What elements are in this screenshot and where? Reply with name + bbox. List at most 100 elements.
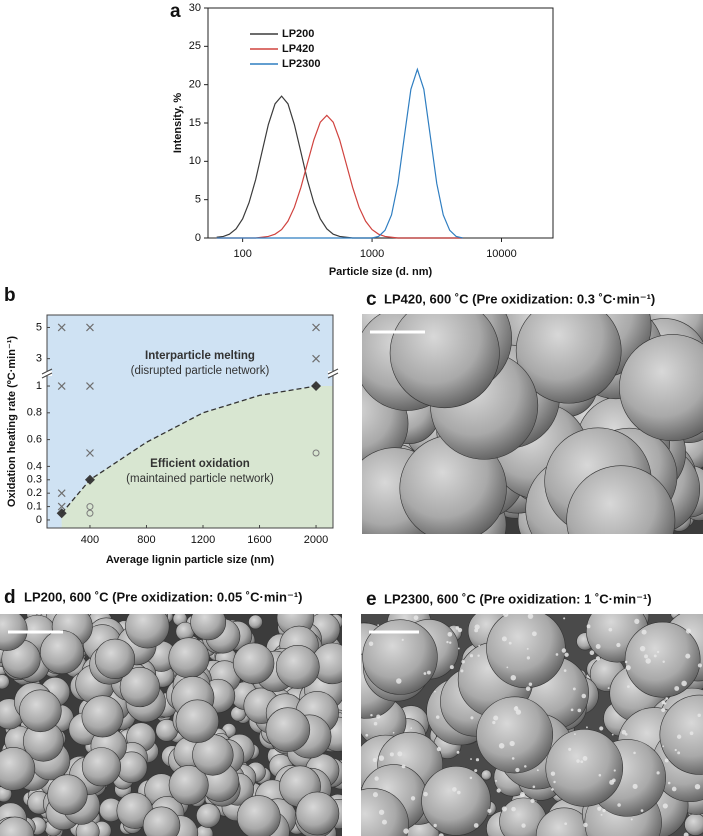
sem-particle	[81, 695, 124, 738]
sem-particle	[545, 729, 624, 807]
sem-debris	[525, 686, 531, 692]
sem-debris	[685, 628, 692, 634]
sem-debris	[685, 653, 691, 659]
x-marker	[86, 323, 94, 332]
sem-debris	[434, 690, 436, 693]
x-marker	[57, 323, 66, 332]
sem-debris	[438, 833, 444, 836]
sem-debris	[511, 806, 516, 812]
sem-debris	[607, 687, 610, 690]
sem-debris	[597, 806, 602, 811]
sem-image	[362, 314, 703, 534]
region-label: (maintained particle network)	[126, 473, 274, 485]
sem-debris	[667, 781, 671, 785]
sem-particle	[515, 314, 622, 404]
sem-debris	[611, 733, 614, 736]
sem-debris	[595, 656, 601, 661]
sem-debris	[477, 654, 480, 657]
sem-debris	[436, 747, 441, 752]
sem-debris	[531, 631, 537, 637]
sem-debris	[410, 796, 416, 801]
sem-debris	[501, 636, 507, 642]
series-line	[216, 114, 463, 239]
x-tick-label: 2000	[304, 534, 328, 546]
sem-debris	[624, 732, 628, 736]
sem-debris	[674, 748, 677, 752]
sem-debris	[563, 669, 567, 672]
sem-debris	[473, 823, 479, 828]
plot-frame	[207, 7, 554, 239]
sem-debris	[564, 652, 569, 657]
sem-particle	[275, 645, 320, 689]
sem-debris	[449, 641, 452, 644]
panel-label: c	[366, 289, 377, 310]
series-line	[216, 95, 463, 239]
sem-debris	[630, 818, 633, 821]
sem-debris	[528, 682, 533, 686]
sem-debris	[510, 675, 517, 681]
sem-debris	[598, 773, 602, 777]
sem-debris	[662, 745, 665, 748]
sem-debris	[495, 779, 498, 782]
y-tick-label: 30	[189, 2, 201, 14]
sem-debris	[378, 755, 385, 761]
y-tick-label: 0.2	[27, 487, 42, 499]
sem-debris	[526, 647, 529, 650]
sem-debris	[397, 751, 403, 757]
sem-particle	[361, 788, 409, 836]
sem-particle	[94, 638, 136, 680]
y-tick-label: 5	[36, 321, 42, 333]
axis-break	[41, 368, 53, 375]
y-tick-label: 0.4	[27, 460, 42, 472]
circle-marker	[312, 449, 320, 457]
sem-debris	[456, 750, 460, 754]
sem-debris	[580, 760, 584, 764]
sem-debris	[681, 680, 687, 687]
sem-debris	[530, 798, 535, 804]
sem-debris	[586, 624, 591, 629]
sem-debris	[461, 659, 465, 664]
y-axis-label: Intensity, %	[172, 93, 184, 154]
sem-debris	[577, 708, 582, 713]
sem-debris	[602, 808, 606, 813]
sem-debris	[627, 685, 630, 688]
sem-debris	[581, 693, 587, 699]
sem-particle	[119, 667, 160, 708]
sem-debris	[576, 759, 580, 763]
region-label: Efficient oxidation	[150, 458, 250, 470]
axis-break	[41, 372, 53, 379]
diamond-marker	[56, 508, 67, 519]
sem-debris	[423, 791, 428, 797]
sem-debris	[498, 743, 505, 749]
x-axis-label: Particle size (d. nm)	[329, 266, 433, 278]
sem-particle	[389, 314, 500, 409]
sem-debris	[435, 715, 440, 719]
sem-debris	[595, 644, 601, 649]
sem-particle	[190, 614, 227, 641]
sem-debris	[403, 828, 409, 834]
sem-debris	[624, 660, 628, 664]
y-tick-label: 0	[195, 232, 201, 244]
image-caption: LP420, 600 ˚C (Pre oxidization: 0.3 ˚C·m…	[384, 291, 655, 306]
sem-debris	[555, 653, 559, 656]
sem-debris	[640, 809, 644, 812]
y-tick-label: 0	[36, 514, 42, 526]
sem-debris	[496, 788, 501, 793]
sem-debris	[456, 790, 461, 795]
sem-debris	[561, 648, 567, 653]
y-tick-label: 0.6	[27, 434, 42, 446]
sem-debris	[503, 614, 509, 617]
sem-debris	[572, 687, 576, 691]
x-marker	[57, 502, 66, 511]
sem-debris	[452, 787, 457, 792]
sem-debris	[474, 624, 480, 630]
x-tick-label: 1600	[247, 534, 271, 546]
sem-debris	[426, 670, 431, 675]
sem-debris	[470, 758, 472, 760]
circle-marker	[86, 509, 94, 517]
y-tick-label: 0.8	[27, 407, 42, 419]
sem-debris	[370, 713, 373, 717]
x-tick-label: 1200	[191, 534, 215, 546]
sem-debris	[683, 832, 689, 836]
sem-debris	[653, 654, 657, 658]
